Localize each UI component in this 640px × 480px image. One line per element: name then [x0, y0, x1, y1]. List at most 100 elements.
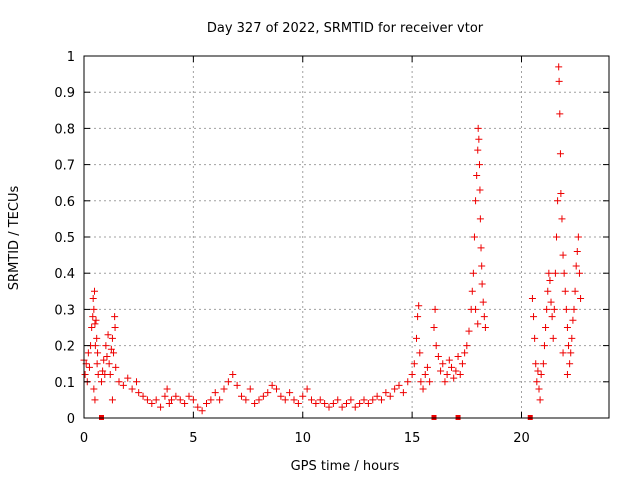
- data-point: [382, 389, 390, 397]
- data-point: [165, 400, 173, 408]
- data-point: [198, 407, 206, 415]
- data-point: [478, 262, 486, 270]
- data-point: [431, 305, 439, 313]
- data-point: [220, 385, 228, 393]
- data-point: [404, 378, 412, 386]
- data-point: [88, 324, 96, 331]
- data-point: [540, 342, 548, 350]
- data-point: [211, 389, 219, 397]
- data-point: [570, 305, 578, 313]
- data-point: [537, 371, 545, 379]
- data-point: [456, 371, 464, 379]
- data-point: [107, 345, 115, 353]
- data-point: [542, 324, 550, 331]
- x-axis-label: GPS time / hours: [291, 459, 400, 474]
- data-point: [439, 360, 447, 368]
- data-point: [264, 389, 272, 397]
- data-point: [577, 295, 585, 303]
- data-point: [115, 378, 123, 386]
- data-point: [476, 186, 484, 194]
- data-point: [423, 363, 431, 371]
- data-point: [102, 342, 110, 350]
- data-point: [233, 381, 241, 389]
- x-tick-label: 0: [80, 431, 88, 446]
- data-point: [391, 385, 399, 393]
- data-point: [563, 324, 571, 331]
- data-point: [419, 385, 427, 393]
- data-point: [92, 316, 100, 324]
- data-point: [189, 396, 197, 404]
- data-point: [104, 331, 112, 339]
- data-point: [286, 389, 294, 397]
- data-point: [111, 313, 119, 321]
- data-point: [556, 110, 564, 118]
- data-point: [281, 396, 289, 404]
- data-point: [163, 385, 171, 393]
- data-point: [554, 197, 562, 205]
- data-point: [242, 396, 250, 404]
- y-tick-label: 0.2: [54, 340, 75, 355]
- data-point: [415, 302, 423, 310]
- data-point: [110, 349, 118, 357]
- data-point: [133, 378, 140, 386]
- data-point: [334, 396, 342, 404]
- data-point: [414, 313, 422, 321]
- data-point: [544, 287, 552, 295]
- data-point: [556, 150, 564, 158]
- data-point: [421, 371, 429, 379]
- data-point: [91, 342, 99, 350]
- data-point: [480, 313, 488, 321]
- data-point: [571, 287, 579, 295]
- y-tick-label: 0.8: [54, 122, 75, 137]
- data-point: [450, 374, 458, 382]
- data-point: [299, 392, 307, 400]
- data-point: [417, 378, 425, 386]
- data-point: [566, 360, 574, 368]
- data-point: [565, 342, 573, 350]
- data-point: [176, 396, 184, 404]
- data-point: [185, 392, 193, 400]
- data-point: [528, 295, 536, 303]
- data-point: [90, 305, 98, 313]
- data-point: [563, 371, 571, 379]
- data-point: [105, 360, 113, 368]
- data-point: [194, 403, 202, 411]
- data-point: [574, 233, 582, 241]
- data-point: [94, 371, 102, 379]
- data-point: [135, 389, 143, 397]
- data-point: [268, 381, 276, 389]
- y-tick-label: 0.3: [54, 303, 75, 318]
- data-point: [203, 400, 210, 408]
- data-point: [458, 360, 466, 368]
- x-tick-label: 5: [189, 431, 197, 446]
- data-point: [224, 378, 232, 386]
- data-point: [476, 215, 484, 223]
- y-axis-label: SRMTID / TECUs: [7, 186, 22, 291]
- data-point: [128, 385, 136, 393]
- data-point: [161, 392, 169, 400]
- y-tick-label: 0.4: [54, 267, 75, 282]
- data-point: [478, 280, 486, 288]
- data-point: [465, 327, 473, 335]
- data-point: [463, 342, 471, 350]
- data-point: [112, 363, 120, 371]
- data-point: [461, 349, 469, 357]
- data-point: [347, 396, 355, 404]
- data-point: [558, 215, 566, 223]
- data-point: [443, 371, 451, 379]
- data-point: [572, 262, 580, 270]
- data-point: [356, 400, 364, 408]
- data-point: [294, 400, 302, 408]
- data-point: [532, 360, 540, 368]
- chart-title: Day 327 of 2022, SRMTID for receiver vto…: [207, 21, 484, 36]
- data-point: [454, 352, 462, 360]
- data-point: [89, 295, 97, 303]
- data-point: [100, 356, 108, 364]
- data-point: [84, 349, 92, 357]
- data-point: [550, 305, 558, 313]
- data-point: [479, 298, 487, 306]
- x-tick-label: 15: [404, 431, 421, 446]
- y-tick-label: 0.1: [54, 376, 75, 391]
- data-point: [553, 233, 560, 241]
